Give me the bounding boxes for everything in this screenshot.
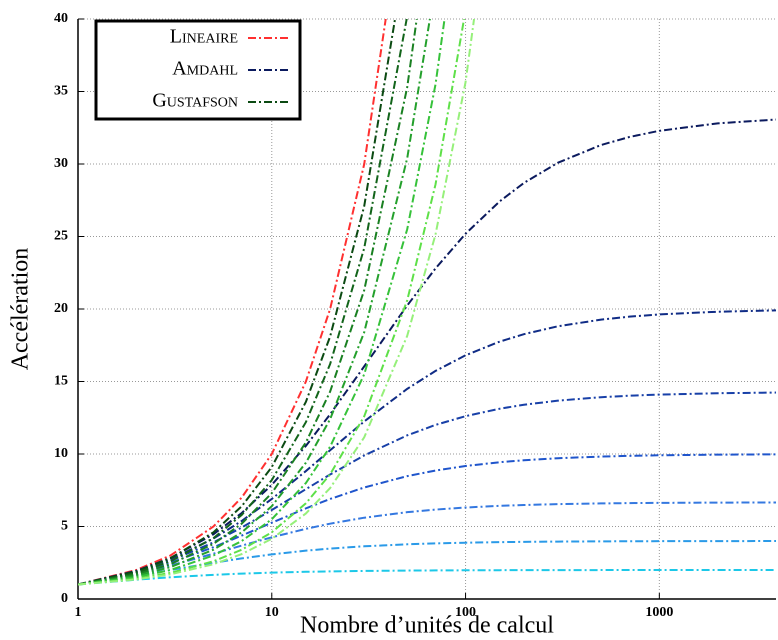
x-tick-label: 10	[265, 605, 279, 620]
series-line	[78, 19, 387, 586]
series-line	[78, 19, 408, 586]
x-tick-label: 1	[75, 605, 82, 620]
y-tick-label: 10	[54, 446, 68, 461]
series-line	[78, 453, 776, 586]
y-axis-label: Accélération	[8, 248, 34, 371]
legend-label: Lineaire	[170, 26, 238, 48]
y-tick-label: 30	[54, 156, 68, 171]
y-tick-label: 40	[54, 11, 68, 26]
series-line	[78, 569, 776, 586]
y-tick-label: 35	[54, 84, 68, 99]
series-line	[78, 501, 776, 586]
y-tick-label: 20	[54, 301, 68, 316]
series-line	[78, 118, 776, 586]
series-line	[78, 19, 418, 586]
y-tick-label: 25	[54, 229, 68, 244]
series-line	[78, 19, 431, 586]
series-line	[78, 19, 446, 586]
legend-label: Gustafson	[152, 90, 238, 112]
x-tick-label: 100	[455, 605, 476, 620]
x-axis-label: Nombre d’unités de calcul	[300, 613, 554, 639]
x-tick-label: 1000	[645, 605, 673, 620]
series-line	[78, 309, 776, 586]
legend-label: Amdahl	[172, 58, 238, 80]
series-line	[78, 19, 476, 586]
series-line	[78, 540, 776, 586]
y-tick-label: 5	[61, 519, 68, 534]
y-tick-label: 15	[54, 374, 68, 389]
plot-area	[78, 19, 776, 586]
y-tick-label: 0	[61, 591, 68, 606]
